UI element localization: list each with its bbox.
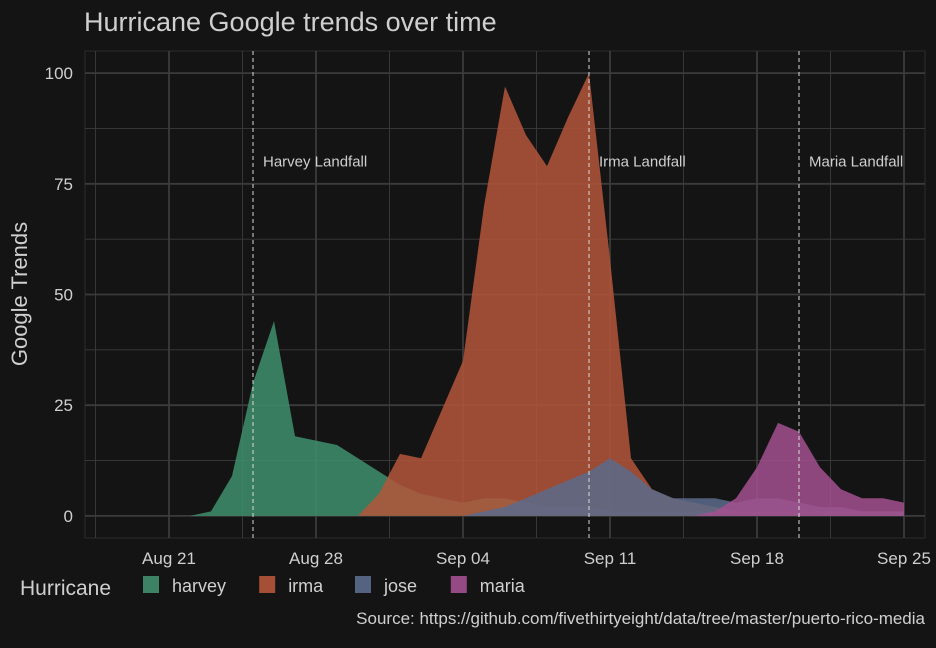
y-tick-label: 50 [54, 286, 73, 305]
legend-label-irma: irma [288, 576, 324, 596]
legend: Hurricane harvey irma jose maria [20, 576, 526, 600]
area-harvey [148, 321, 904, 516]
legend-label-jose: jose [383, 576, 417, 596]
legend-swatch-harvey [143, 576, 159, 593]
x-tick-label: Aug 21 [142, 549, 196, 568]
landfall-annotations: Harvey Landfall Irma Landfall Maria Landfa… [263, 154, 903, 171]
y-axis-ticks: 0 25 50 75 100 [45, 64, 73, 526]
y-axis-label: Google Trends [7, 222, 32, 366]
x-tick-label: Sep 25 [877, 549, 931, 568]
legend-swatch-irma [259, 576, 276, 593]
legend-label-maria: maria [480, 576, 526, 596]
x-tick-label: Sep 18 [730, 549, 784, 568]
landfall-label: Harvey Landfall [263, 154, 367, 171]
x-tick-label: Sep 11 [584, 549, 637, 568]
legend-swatch-jose [355, 576, 371, 593]
area-jose [148, 458, 904, 516]
y-tick-label: 75 [54, 175, 73, 194]
area-series [148, 73, 904, 516]
x-axis-ticks: Aug 21 Aug 28 Sep 04 Sep 11 Sep 18 Sep 25 [142, 549, 931, 568]
chart-caption: Source: https://github.com/fivethirtyeig… [356, 609, 925, 628]
x-tick-label: Aug 28 [289, 549, 343, 568]
area-maria [148, 422, 904, 516]
legend-swatch-maria [450, 576, 467, 593]
y-tick-label: 100 [45, 64, 73, 83]
landfall-label: Irma Landfall [599, 154, 686, 171]
y-tick-label: 0 [64, 507, 73, 526]
legend-label-harvey: harvey [172, 576, 226, 596]
x-tick-label: Sep 04 [436, 549, 490, 568]
legend-title: Hurricane [20, 577, 111, 600]
area-irma [148, 73, 904, 516]
landfall-label: Maria Landfall [809, 154, 903, 171]
plot-area: Harvey Landfall Irma Landfall Maria Landfa… [84, 50, 926, 539]
legend-items: harvey irma jose maria [143, 576, 526, 596]
y-tick-label: 25 [54, 396, 73, 415]
chart-title: Hurricane Google trends over time [84, 7, 497, 37]
